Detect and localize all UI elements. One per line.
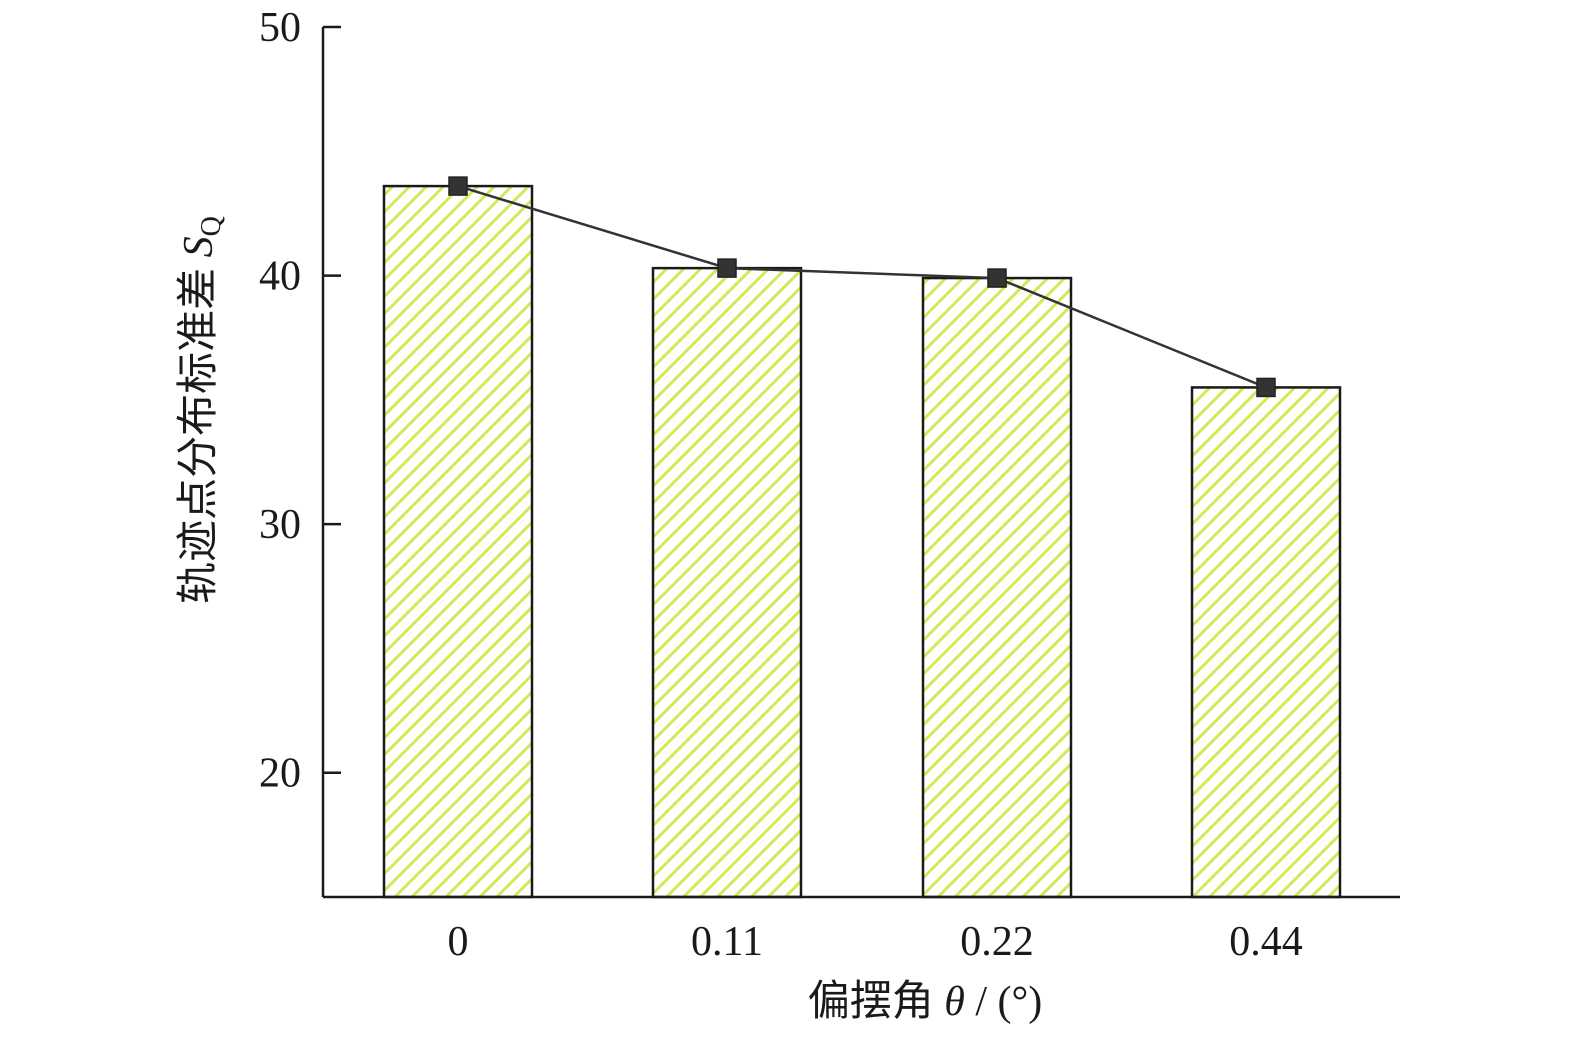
x-tick-label-0.22: 0.22: [960, 919, 1034, 965]
y-tick-label-40: 40: [259, 254, 301, 300]
line-marker-0.22: [987, 268, 1007, 288]
y-tick-label-30: 30: [259, 502, 301, 548]
bar-0.22: [921, 276, 1073, 899]
x-tick-label-0.11: 0.11: [691, 919, 763, 965]
line-marker-0.11: [717, 258, 737, 278]
x-tick-label-0.44: 0.44: [1229, 919, 1303, 965]
bar-0: [382, 184, 534, 899]
bar-0.11: [651, 266, 803, 899]
x-axis-title: 偏摆角 θ / (°): [808, 979, 1043, 1025]
x-tick-label-0: 0: [448, 919, 469, 965]
line-marker-0: [448, 176, 468, 196]
y-axis-title: 轨迹点分布标准差 SQ: [176, 216, 227, 604]
y-tick-label-20: 20: [259, 751, 301, 797]
bars: [382, 184, 1342, 899]
line-marker-0.44: [1256, 377, 1276, 398]
bar-0.44: [1190, 386, 1342, 899]
y-tick-label-50: 50: [259, 5, 301, 51]
tick-labels: 20 30 40 50 0 0.11 0.22 0.44: [259, 5, 1303, 965]
trend-line-series: [448, 176, 1276, 398]
trend-line: [457, 184, 1267, 389]
axes: [321, 25, 1400, 899]
